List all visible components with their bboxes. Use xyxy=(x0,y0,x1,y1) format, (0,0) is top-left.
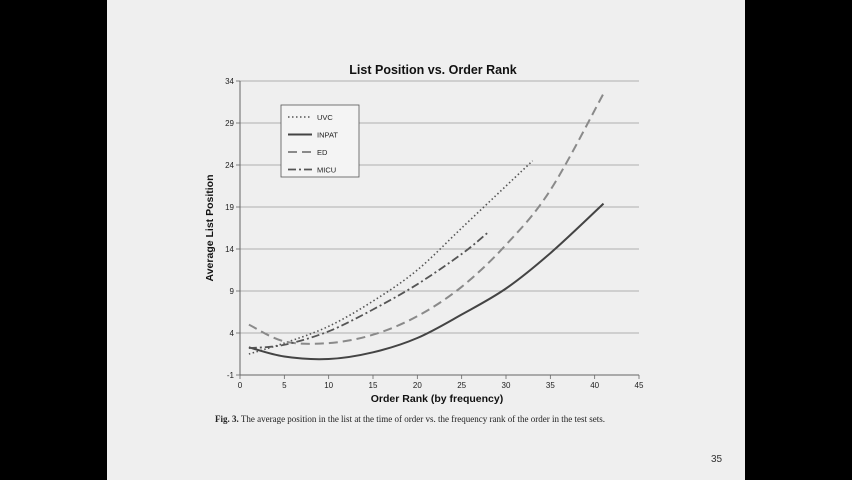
x-tick-labels: 0 5 10 15 20 25 30 35 40 45 xyxy=(238,381,644,390)
legend-label-micu: MICU xyxy=(317,166,336,175)
line-chart: List Position vs. Order Rank -1 4 9 14 19 24 2… xyxy=(204,63,644,405)
x-tick-label: 25 xyxy=(457,381,466,390)
x-tick-label: 10 xyxy=(324,381,333,390)
series-line-micu xyxy=(248,231,489,349)
legend-box xyxy=(280,104,360,178)
y-tick-label: 24 xyxy=(225,161,234,170)
y-tick-labels: -1 4 9 14 19 24 29 34 xyxy=(225,77,234,380)
x-tick-label: 30 xyxy=(502,381,511,390)
figure-caption: Fig. 3. The average position in the list… xyxy=(215,414,735,424)
y-tick-label: 19 xyxy=(225,203,234,212)
series-line-uvc xyxy=(248,160,534,355)
y-tick-label: 4 xyxy=(230,329,235,338)
legend: UVC INPAT ED MICU xyxy=(280,104,360,178)
slide: List Position vs. Order Rank -1 4 9 14 19 24 2… xyxy=(107,0,745,480)
x-tick-label: 35 xyxy=(546,381,555,390)
y-tick-label: 34 xyxy=(225,77,234,86)
x-tick-label: 45 xyxy=(635,381,644,390)
x-tick-label: 20 xyxy=(413,381,422,390)
x-tick-label: 40 xyxy=(590,381,599,390)
x-tick-label: 15 xyxy=(369,381,378,390)
y-tick-label: 9 xyxy=(230,287,235,296)
x-axis-label: Order Rank (by frequency) xyxy=(371,393,503,405)
y-tick-label: -1 xyxy=(227,371,235,380)
y-axis-label: Average List Position xyxy=(204,175,216,282)
legend-label-uvc: UVC xyxy=(317,113,333,122)
x-tick-label: 0 xyxy=(238,381,243,390)
y-tick-label: 14 xyxy=(225,245,234,254)
y-tick-label: 29 xyxy=(225,119,234,128)
legend-label-inpat: INPAT xyxy=(317,131,338,140)
caption-text: The average position in the list at the … xyxy=(240,414,605,424)
series-line-ed xyxy=(248,93,605,345)
chart-title: List Position vs. Order Rank xyxy=(349,63,516,77)
caption-label: Fig. 3. xyxy=(215,414,239,424)
series-line-inpat xyxy=(248,202,605,361)
series-lines xyxy=(248,93,605,361)
legend-label-ed: ED xyxy=(317,148,328,157)
x-tick-label: 5 xyxy=(282,381,287,390)
slide-number: 35 xyxy=(711,454,723,465)
